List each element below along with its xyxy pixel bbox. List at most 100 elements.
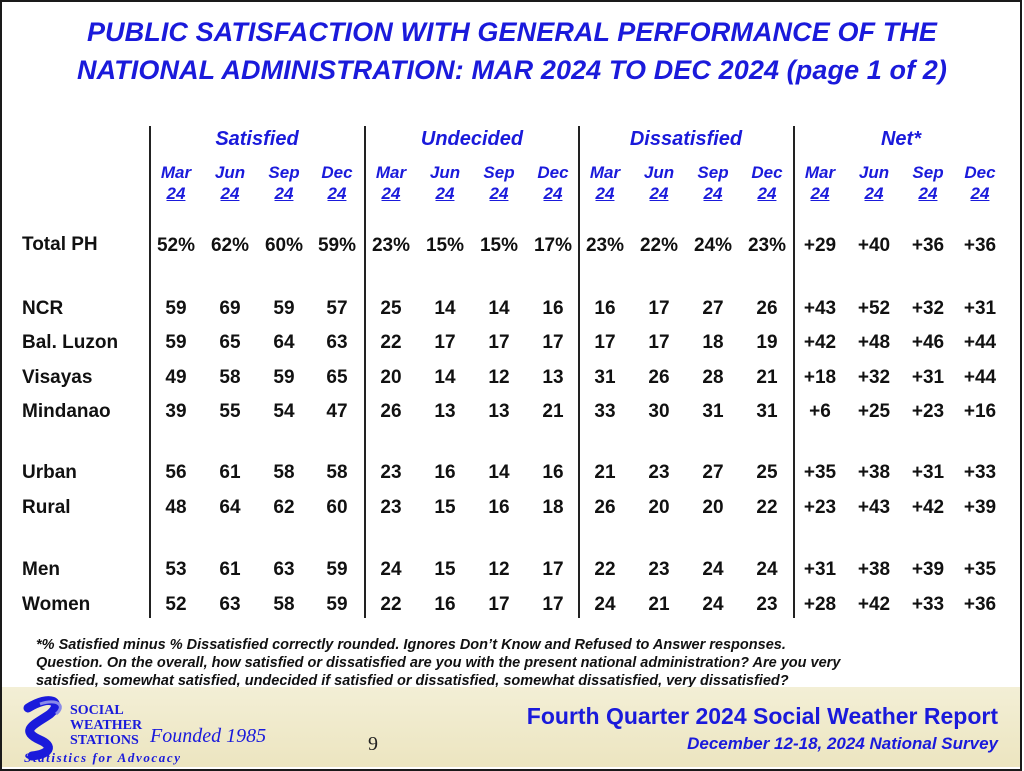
table-cell: 55 xyxy=(219,401,241,422)
table-cell: 16 xyxy=(542,462,564,483)
table-cell: 15 xyxy=(434,497,456,518)
table-cell: 58 xyxy=(219,367,241,388)
table-cell: 16 xyxy=(434,594,456,615)
table-cell: 59 xyxy=(273,367,295,388)
group-header-dissatisfied: Dissatisfied xyxy=(629,128,743,150)
table-cell: +35 xyxy=(963,559,997,580)
group-header-undecided: Undecided xyxy=(420,128,524,150)
page-title-line-2: NATIONAL ADMINISTRATION: MAR 2024 TO DEC… xyxy=(76,55,948,85)
column-header: Mar 24 xyxy=(151,162,201,204)
table-cell: 61 xyxy=(219,462,241,483)
column-header: Dec 24 xyxy=(312,162,362,204)
column-header-year: 24 xyxy=(381,184,401,203)
column-header-year: 24 xyxy=(970,184,990,203)
table-cell: 52% xyxy=(156,235,196,256)
table-cell: 17 xyxy=(648,332,670,353)
table-cell: 22 xyxy=(380,332,402,353)
table-cell: 23% xyxy=(585,235,625,256)
table-cell: 24 xyxy=(380,559,402,580)
table-cell: 21 xyxy=(756,367,778,388)
row-label-women: Women xyxy=(22,594,91,615)
table-cell: 17 xyxy=(488,332,510,353)
column-header-month: Jun xyxy=(214,163,246,182)
column-header-month: Mar xyxy=(589,163,621,182)
table-divider xyxy=(578,126,580,618)
column-header: Mar 24 xyxy=(795,162,845,204)
table-cell: 30 xyxy=(648,401,670,422)
table-cell: 28 xyxy=(702,367,724,388)
table-cell: +44 xyxy=(963,367,997,388)
table-cell: +48 xyxy=(857,332,891,353)
table-cell: 59 xyxy=(326,559,348,580)
table-cell: 64 xyxy=(273,332,295,353)
column-header: Sep 24 xyxy=(259,162,309,204)
table-cell: 21 xyxy=(542,401,564,422)
column-header-month: Dec xyxy=(321,163,353,182)
table-cell: 58 xyxy=(326,462,348,483)
column-header-month: Dec xyxy=(964,163,996,182)
table-cell: 14 xyxy=(488,462,510,483)
table-cell: +31 xyxy=(803,559,837,580)
page-number: 9 xyxy=(368,733,378,755)
table-cell: 53 xyxy=(165,559,187,580)
table-cell: +23 xyxy=(803,497,837,518)
table-cell: +36 xyxy=(963,594,997,615)
table-cell: 22 xyxy=(594,559,616,580)
row-label-total-ph: Total PH xyxy=(22,234,98,255)
table-cell: 17 xyxy=(648,298,670,319)
table-cell: 16 xyxy=(542,298,564,319)
logo-text-weather: WEATHER xyxy=(70,718,143,733)
table-cell: 18 xyxy=(542,497,564,518)
table-cell: +33 xyxy=(911,594,945,615)
table-cell: 22 xyxy=(380,594,402,615)
table-cell: 14 xyxy=(488,298,510,319)
table-cell: 61 xyxy=(219,559,241,580)
table-cell: 14 xyxy=(434,298,456,319)
column-header: Sep 24 xyxy=(474,162,524,204)
column-header-year: 24 xyxy=(543,184,563,203)
logo-tagline: Statistics for Advocacy xyxy=(24,750,182,765)
table-cell: 20 xyxy=(648,497,670,518)
table-cell: 64 xyxy=(219,497,241,518)
table-cell: 13 xyxy=(488,401,510,422)
table-cell: 14 xyxy=(434,367,456,388)
table-cell: 60% xyxy=(264,235,304,256)
column-header-month: Jun xyxy=(429,163,461,182)
table-cell: 17 xyxy=(542,594,564,615)
column-header: Sep 24 xyxy=(688,162,738,204)
table-divider xyxy=(793,126,795,618)
table-cell: 48 xyxy=(165,497,187,518)
column-header-year: 24 xyxy=(489,184,509,203)
table-cell: +31 xyxy=(911,462,945,483)
table-cell: 27 xyxy=(702,462,724,483)
row-label-visayas: Visayas xyxy=(22,367,93,388)
column-header-month: Dec xyxy=(537,163,569,182)
table-cell: 49 xyxy=(165,367,187,388)
row-label-ncr: NCR xyxy=(22,298,64,319)
column-header-month: Sep xyxy=(912,163,944,182)
table-cell: 63 xyxy=(326,332,348,353)
table-cell: 31 xyxy=(594,367,616,388)
column-header-month: Sep xyxy=(483,163,515,182)
table-cell: 16 xyxy=(434,462,456,483)
table-cell: 16 xyxy=(594,298,616,319)
table-cell: 62% xyxy=(210,235,250,256)
column-header-year: 24 xyxy=(864,184,884,203)
table-cell: 65 xyxy=(326,367,348,388)
column-header-year: 24 xyxy=(166,184,186,203)
table-cell: +31 xyxy=(911,367,945,388)
table-cell: 26 xyxy=(756,298,778,319)
table-cell: 23% xyxy=(747,235,787,256)
table-cell: 22% xyxy=(639,235,679,256)
table-cell: 63 xyxy=(219,594,241,615)
column-header: Jun 24 xyxy=(420,162,470,204)
table-cell: 39 xyxy=(165,401,187,422)
table-cell: 21 xyxy=(594,462,616,483)
column-header-year: 24 xyxy=(220,184,240,203)
column-header-month: Mar xyxy=(160,163,192,182)
table-cell: 26 xyxy=(594,497,616,518)
row-label-mindanao: Mindanao xyxy=(22,401,111,422)
column-header: Sep 24 xyxy=(903,162,953,204)
table-cell: 33 xyxy=(594,401,616,422)
table-cell: +31 xyxy=(963,298,997,319)
